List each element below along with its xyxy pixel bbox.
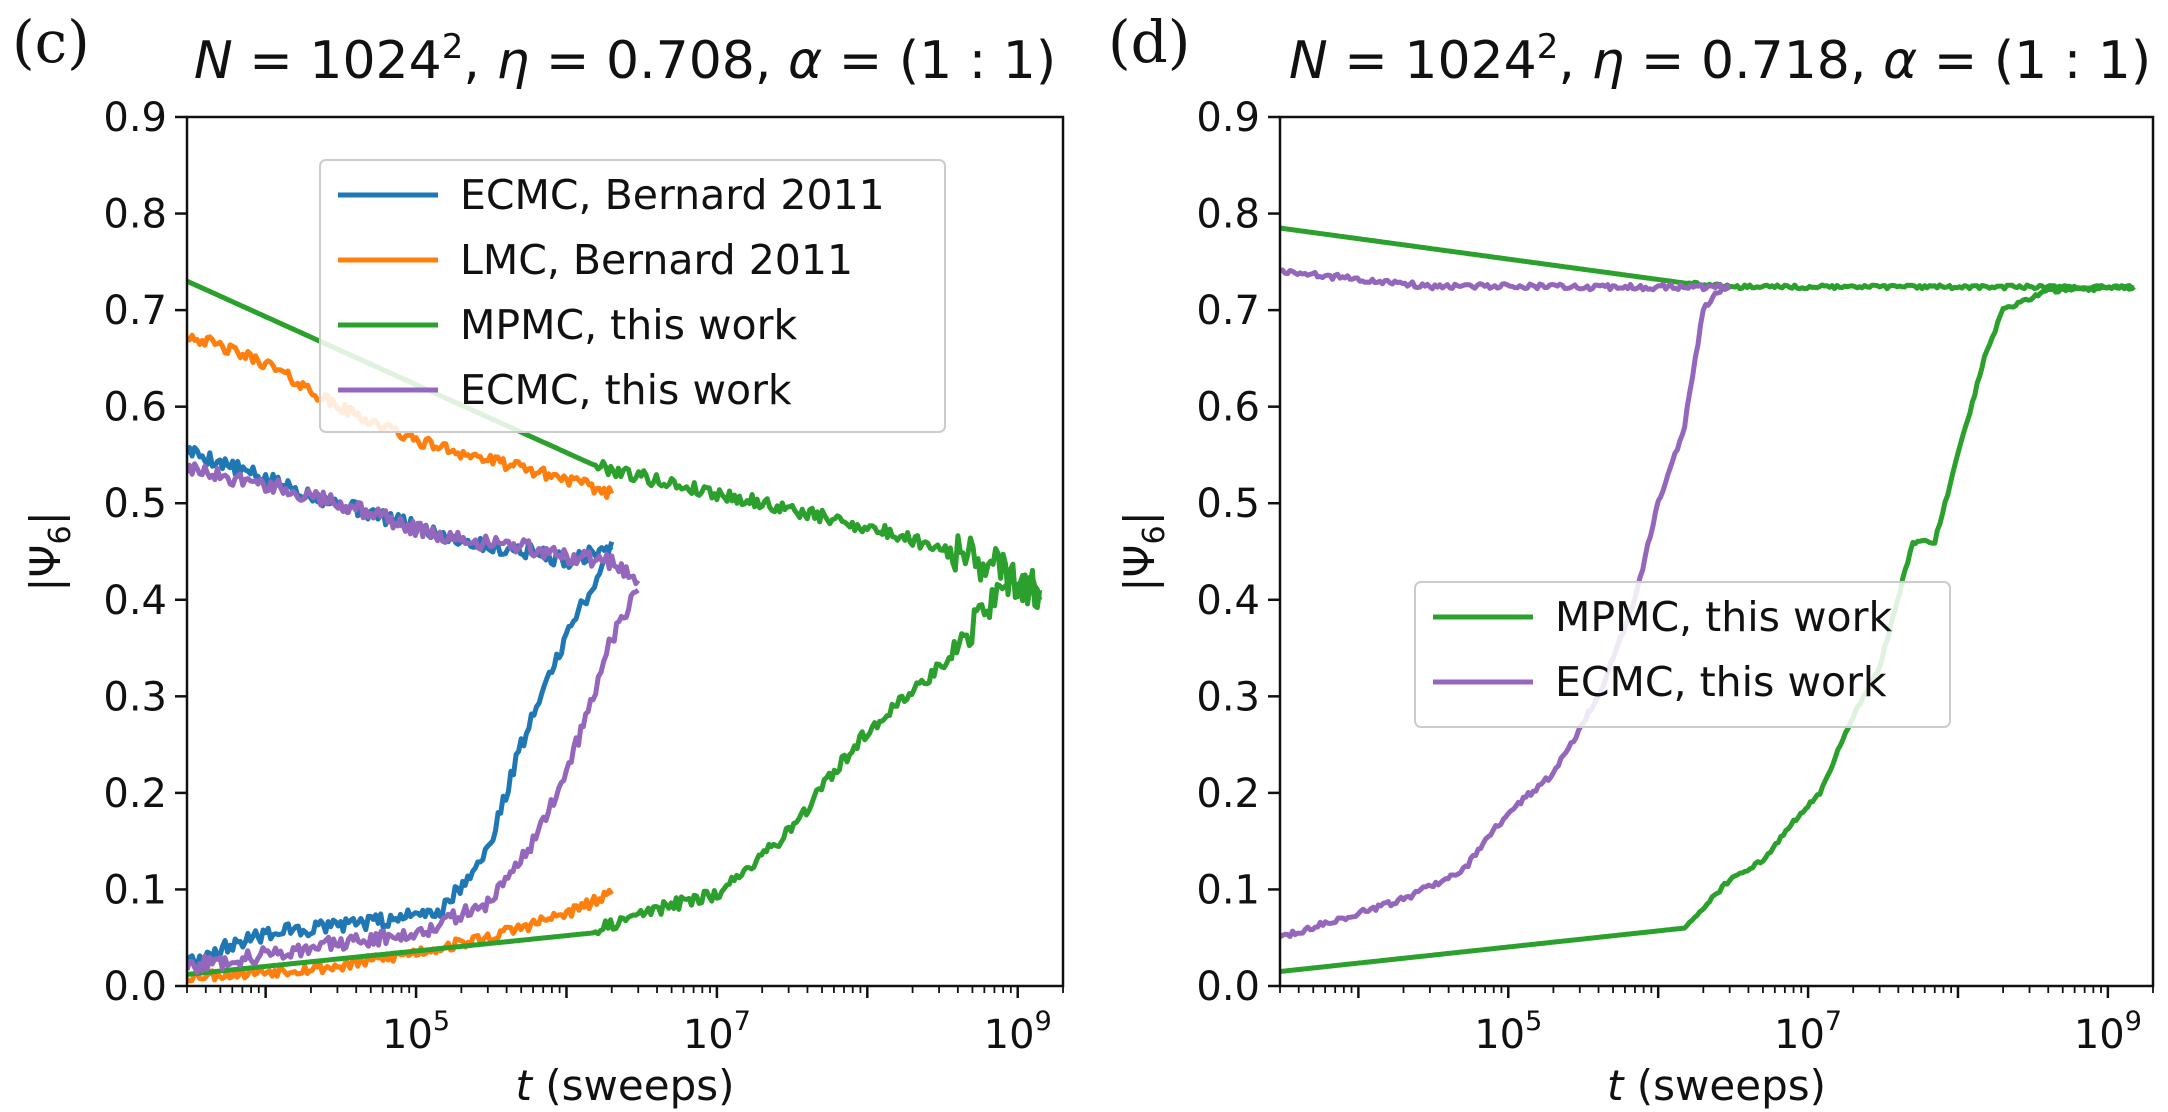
y-tick-label: 0.7 [103,288,167,334]
series-line-ecmc-this-work-upper [1280,283,1731,940]
title-alpha-value: = (1 : 1) [822,31,1056,91]
legend-entry: ECMC, Bernard 2011 [460,171,885,219]
panel-d: (d) N = 10242, η = 0.718, α = (1 : 1) 0.0 0… [1108,8,2155,1110]
title-n-exp: 2 [442,27,464,67]
y-axis-main: |Ψ [21,545,70,592]
x-tick-exp: 5 [433,1006,450,1037]
chart-title: N = 10242, η = 0.718, α = (1 : 1) [1289,27,2151,91]
y-tick-label: 0.3 [1196,674,1260,720]
title-sep: , [1558,31,1591,91]
legend-entry: ECMC, this work [460,366,792,414]
x-tick-base: 10 [984,1012,1035,1058]
x-tick-label: 109 [2074,1006,2142,1058]
title-eta-value: = 0.718, [1624,31,1883,91]
legend-box [319,159,946,433]
series-line-ecmc-this-work-lower [187,461,641,587]
x-tick-label: 105 [382,1006,450,1058]
legend-box [1414,581,1951,728]
title-alpha-label: α [788,31,822,91]
chart-title: N = 10242, η = 0.708, α = (1 : 1) [194,27,1056,91]
x-axis-label: t (sweeps) [515,1061,734,1110]
y-axis-main: |Ψ [1115,545,1164,592]
y-tick-label: 0.5 [103,481,167,527]
y-axis-close: | [21,511,70,525]
legend-entry: MPMC, this work [1555,593,1892,641]
y-tick-label: 0.5 [1196,481,1260,527]
x-axis-label: t (sweeps) [1607,1061,1826,1110]
x-tick-base: 10 [1774,1012,1825,1058]
x-tick-base: 10 [1474,1012,1525,1058]
title-n-exp: 2 [1537,27,1559,67]
x-tick-label: 107 [1774,1006,1842,1058]
y-tick-label: 0.8 [1196,192,1260,238]
axes-frame [185,115,1065,988]
y-tick-label: 0.2 [103,771,167,817]
x-tick-label: 107 [683,1006,751,1058]
x-axis-var: t [1607,1061,1625,1110]
y-tick-label: 0.1 [1196,867,1260,913]
title-alpha-label: α [1883,31,1917,91]
title-eta-label: η [496,31,529,91]
y-tick-label: 0.1 [103,867,167,913]
x-axis-unit: (sweeps) [1623,1061,1826,1110]
y-tick-label: 0.2 [1196,771,1260,817]
title-n-label: N [194,31,233,91]
legend: ECMC, Bernard 2011 LMC, Bernard 2011 MPMC,… [319,159,946,433]
series-line-mpmc-this-work-lower [1280,225,2136,292]
x-tick-exp: 9 [1035,1006,1052,1037]
y-tick-label: 0.9 [103,95,167,141]
panel-label: (c) [12,8,90,76]
y-axis-label: |Ψ6| [1115,511,1172,591]
y-axis-sub: 6 [43,525,78,544]
y-tick-label: 0.4 [103,578,167,624]
y-tick-label: 0.9 [1196,95,1260,141]
series-line-lmc-bernard-2011-lower [187,332,615,500]
x-axis-unit: (sweeps) [532,1061,735,1110]
y-tick-label: 0.3 [103,674,167,720]
y-axis-sub: 6 [1137,525,1172,544]
panel-c: (c) N = 10242, η = 0.708, α = (1 : 1) 0.0 0… [12,8,1065,1110]
series-line-mpmc-this-work-upper [1280,283,2136,974]
title-n-value: = 1024 [233,31,442,91]
x-tick-base: 10 [683,1012,734,1058]
legend-entry: MPMC, this work [460,301,797,349]
x-tick-base: 10 [2074,1012,2125,1058]
panel-label: (d) [1108,8,1190,76]
y-axis-close: | [1115,511,1164,525]
x-tick-exp: 9 [2125,1006,2142,1037]
series-line-ecmc-this-work-lower [1280,267,1732,293]
legend-entry: ECMC, this work [1555,658,1887,706]
series-group [1280,225,2136,974]
y-tick-label: 0.6 [103,385,167,431]
y-tick-label: 0.8 [103,192,167,238]
y-axis-label: |Ψ6| [21,511,78,591]
x-tick-exp: 5 [1525,1006,1542,1037]
x-tick-base: 10 [382,1012,433,1058]
title-eta-value: = 0.708, [529,31,788,91]
title-n-label: N [1289,31,1328,91]
x-tick-exp: 7 [1825,1006,1842,1037]
legend: MPMC, this work ECMC, this work [1414,581,1951,728]
x-tick-label: 105 [1474,1006,1542,1058]
series-line-ecmc-bernard-2011-upper [187,541,615,968]
title-eta-label: η [1591,31,1624,91]
title-n-value: = 1024 [1328,31,1537,91]
x-tick-exp: 7 [734,1006,751,1037]
title-alpha-value: = (1 : 1) [1917,31,2151,91]
y-tick-label: 0.7 [1196,288,1260,334]
series-line-mpmc-this-work-upper [187,567,1043,977]
x-tick-label: 109 [984,1006,1052,1058]
y-tick-label: 0.6 [1196,385,1260,431]
series-line-ecmc-this-work-upper [187,588,640,975]
y-tick-label: 0.0 [1196,964,1260,1010]
x-axis-var: t [515,1061,533,1110]
axes-frame [1278,115,2155,988]
legend-entry: LMC, Bernard 2011 [460,236,853,284]
y-tick-label: 0.0 [103,964,167,1010]
y-tick-label: 0.4 [1196,578,1260,624]
title-sep: , [463,31,496,91]
